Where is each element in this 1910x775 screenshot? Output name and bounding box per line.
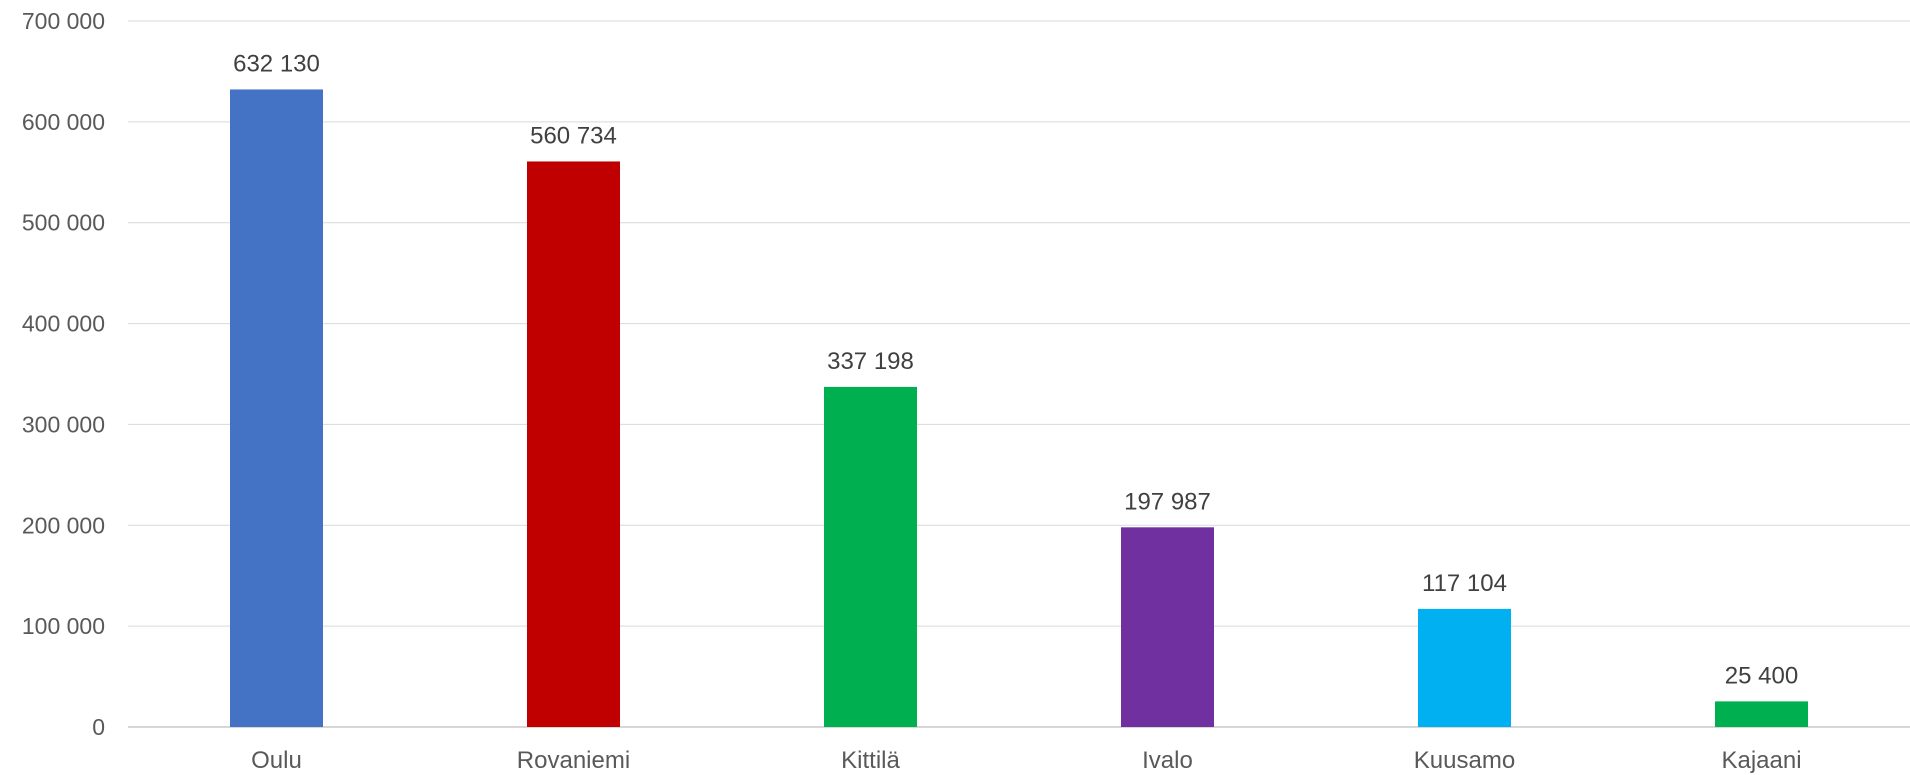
data-label: 337 198 bbox=[827, 348, 914, 375]
bar-oulu bbox=[230, 89, 323, 728]
bar-kittilä bbox=[824, 386, 917, 727]
y-tick-label: 200 000 bbox=[22, 512, 105, 538]
y-tick-label: 300 000 bbox=[22, 411, 105, 437]
data-label: 560 734 bbox=[530, 122, 617, 149]
x-axis-ticks: Oulu Rovaniemi Kittilä Ivalo Kuusamo Kajaani bbox=[251, 747, 1801, 774]
bar-kajaani bbox=[1715, 701, 1808, 727]
data-labels: 632 130 560 734 337 198 197 987 117 104 25 40… bbox=[233, 50, 1798, 689]
gridlines bbox=[128, 20, 1910, 728]
x-tick-label: Oulu bbox=[251, 747, 302, 774]
x-tick-label: Kajaani bbox=[1721, 747, 1801, 774]
data-label: 117 104 bbox=[1422, 570, 1507, 597]
bars bbox=[230, 89, 1808, 728]
data-label: 25 400 bbox=[1725, 662, 1798, 689]
x-tick-label: Ivalo bbox=[1142, 747, 1193, 774]
y-tick-label: 700 000 bbox=[22, 8, 105, 34]
bar-kuusamo bbox=[1418, 608, 1511, 727]
y-axis-ticks: 0 100 000 200 000 300 000 400 000 500 000 600 … bbox=[22, 8, 105, 740]
x-tick-label: Rovaniemi bbox=[517, 747, 630, 774]
y-tick-label: 400 000 bbox=[22, 311, 105, 337]
bar-ivalo bbox=[1121, 527, 1214, 727]
y-tick-label: 600 000 bbox=[22, 109, 105, 135]
y-tick-label: 100 000 bbox=[22, 613, 105, 639]
y-tick-label: 500 000 bbox=[22, 210, 105, 236]
data-label: 197 987 bbox=[1124, 488, 1211, 515]
bar-rovaniemi bbox=[527, 161, 620, 727]
x-tick-label: Kuusamo bbox=[1414, 747, 1515, 774]
data-label: 632 130 bbox=[233, 50, 320, 77]
y-tick-label: 0 bbox=[92, 714, 105, 740]
x-tick-label: Kittilä bbox=[841, 747, 900, 774]
